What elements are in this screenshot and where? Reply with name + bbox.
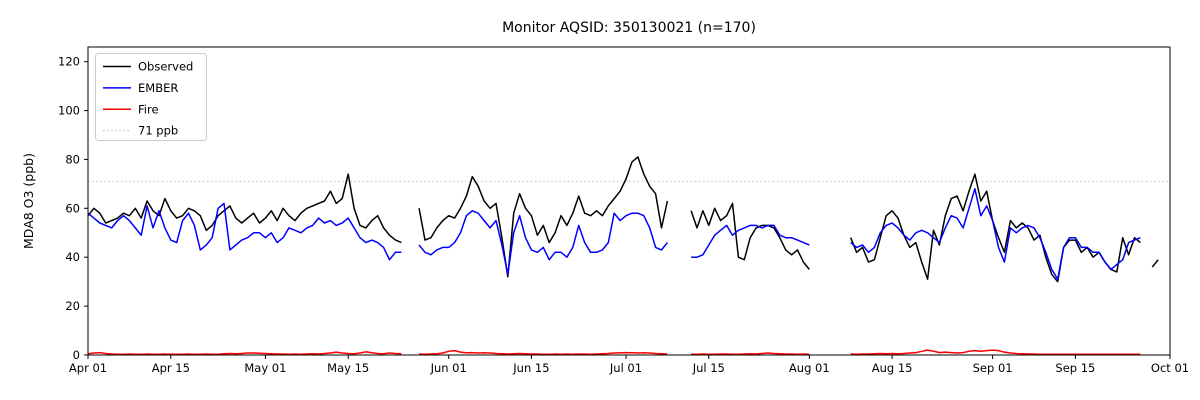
y-tick-label: 20 (65, 299, 80, 313)
y-axis-label: MDA8 O3 (ppb) (21, 153, 36, 249)
x-tick-label: Oct 01 (1151, 361, 1189, 375)
x-tick-label: Aug 15 (872, 361, 913, 375)
y-tick-label: 60 (65, 201, 80, 215)
y-tick-label: 0 (73, 348, 80, 362)
x-tick-label: Jul 15 (692, 361, 725, 375)
legend-box (95, 53, 207, 141)
x-tick-label: Sep 15 (1055, 361, 1095, 375)
x-tick-label: Apr 01 (69, 361, 107, 375)
x-tick-label: Aug 01 (789, 361, 830, 375)
legend-label: Fire (138, 102, 159, 116)
plot-border (87, 46, 1171, 356)
x-tick-label: May 01 (244, 361, 286, 375)
x-tick-label: Jun 01 (430, 361, 467, 375)
x-tick-label: Jun 15 (512, 361, 549, 375)
x-tick-label: Sep 01 (973, 361, 1013, 375)
fire-line (87, 349, 1141, 356)
x-tick-label: Apr 15 (152, 361, 190, 375)
legend-label: Observed (138, 60, 193, 74)
y-tick-label: 40 (65, 250, 80, 264)
observed-line (87, 156, 1159, 283)
y-tick-label: 80 (65, 152, 80, 166)
legend-label: 71 ppb (138, 124, 178, 138)
y-tick-label: 120 (58, 55, 80, 69)
legend-label: EMBER (138, 81, 178, 95)
y-tick-label: 100 (58, 104, 80, 118)
x-tick-label: Jul 01 (609, 361, 642, 375)
chart-title: Monitor AQSID: 350130021 (n=170) (502, 20, 756, 36)
x-tick-label: May 15 (327, 361, 369, 375)
ember-line (87, 188, 1141, 280)
